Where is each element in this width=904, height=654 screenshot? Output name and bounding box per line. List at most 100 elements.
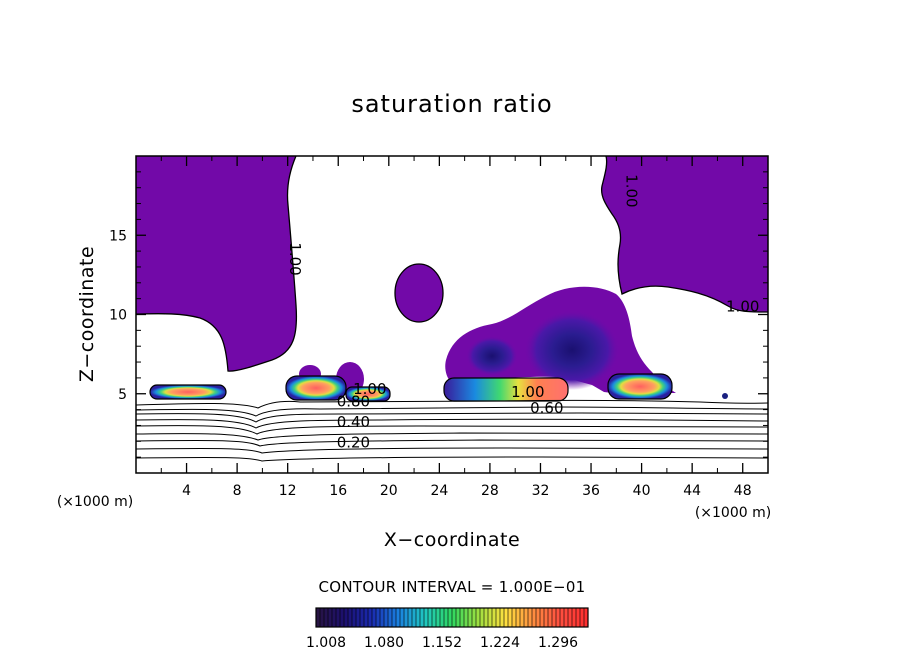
- colorbar-swatch: [332, 608, 337, 627]
- dark-core-plume-west: [466, 336, 518, 376]
- contour-interval-text: CONTOUR INTERVAL = 1.000E−01: [318, 578, 585, 596]
- colorbar-swatch: [504, 608, 509, 627]
- fill-region-upper-right: [601, 156, 768, 312]
- colorbar-swatch: [392, 608, 397, 627]
- contour-label: 0.60: [530, 399, 563, 417]
- contour-label: 1.00: [726, 297, 759, 315]
- colorbar-swatch: [488, 608, 493, 627]
- colorbar-swatch: [384, 608, 389, 627]
- colorbar-swatch: [516, 608, 521, 627]
- colorbar-swatch: [540, 608, 545, 627]
- cell-outlines: [149, 373, 673, 402]
- dark-core-plume: [524, 310, 620, 390]
- colorbar-swatch: [388, 608, 393, 627]
- colorbar-swatch: [492, 608, 497, 627]
- colorbar-swatch: [320, 608, 325, 627]
- colorbar-label: 1.296: [538, 635, 578, 651]
- contour-label: 0.40: [337, 413, 370, 431]
- colorbar-swatch: [420, 608, 425, 627]
- colorbar-swatch: [348, 608, 353, 627]
- contour-label: 1.00: [286, 242, 304, 275]
- colorbar-label: 1.008: [306, 635, 346, 651]
- colorbar-swatch: [512, 608, 517, 627]
- x-tick-label: 40: [633, 483, 651, 499]
- x-tick-label: 16: [329, 483, 347, 499]
- colorbar-swatch: [524, 608, 529, 627]
- x-tick-label: 20: [380, 483, 398, 499]
- colorbar-swatch: [368, 608, 373, 627]
- colorbar-swatch: [580, 608, 585, 627]
- colorbar-swatch: [316, 608, 321, 627]
- colorbar-swatch: [584, 608, 589, 627]
- contour-label: 1.00: [511, 383, 544, 401]
- y-tick-label: 5: [118, 387, 127, 403]
- plot-area: [136, 156, 768, 473]
- y-axis-title: Z−coordinate: [76, 246, 98, 382]
- colorbar-swatch: [328, 608, 333, 627]
- y-axis: 5 10 15: [109, 171, 768, 458]
- colorbar-swatch: [548, 608, 553, 627]
- colorbar-swatch: [424, 608, 429, 627]
- colorbar-swatch: [344, 608, 349, 627]
- colorbar-swatch: [568, 608, 573, 627]
- cloud-cell-13: [286, 376, 346, 400]
- colorbar-label: 1.080: [364, 635, 404, 651]
- x-tick-label: 12: [279, 483, 297, 499]
- fill-outlines: [136, 156, 768, 372]
- colorbar-swatch: [360, 608, 365, 627]
- x-tick-label: 28: [481, 483, 499, 499]
- x-tick-label: 32: [532, 483, 550, 499]
- colorbar-swatch: [532, 608, 537, 627]
- cloud-cell-18: [346, 387, 390, 401]
- colorbar-swatch: [520, 608, 525, 627]
- x-tick-label: 48: [734, 483, 752, 499]
- colorbar-swatch: [556, 608, 561, 627]
- y-tick-label: 15: [109, 228, 127, 244]
- colorbar-swatch: [432, 608, 437, 627]
- x-axis: 4 8 12 16 20 24 28 32 36 40 44 48: [160, 156, 752, 499]
- x-axis-title: X−coordinate: [384, 529, 520, 551]
- colorbar-swatch: [564, 608, 569, 627]
- colorbar-swatch: [396, 608, 401, 627]
- contour-labels: 1.001.001.001.00 1.000.80 0.600.400.20: [286, 174, 759, 451]
- colorbar-swatch: [352, 608, 357, 627]
- colorbar-swatch: [376, 608, 381, 627]
- colorbar-swatch: [324, 608, 329, 627]
- cloud-cell-40: [608, 374, 672, 399]
- cloud-cell-4: [150, 385, 226, 399]
- colorbar-swatch: [380, 608, 385, 627]
- colorbar-swatch: [416, 608, 421, 627]
- x-tick-label: 24: [430, 483, 448, 499]
- colorbar-swatch: [476, 608, 481, 627]
- chart-title: saturation ratio: [351, 90, 552, 118]
- colorbar-labels: 1.008 1.080 1.152 1.224 1.296: [306, 635, 578, 651]
- colorbar-label: 1.152: [422, 635, 462, 651]
- colorbar-swatch: [528, 608, 533, 627]
- isolated-dot: [722, 393, 728, 399]
- x-tick-label: 44: [683, 483, 701, 499]
- colorbar-swatch: [576, 608, 581, 627]
- colorbar-swatch: [440, 608, 445, 627]
- colorbar-swatch: [364, 608, 369, 627]
- colorbar-swatch: [460, 608, 465, 627]
- colorbar-swatch: [456, 608, 461, 627]
- colorbar-swatch: [340, 608, 345, 627]
- colorbar-swatch: [400, 608, 405, 627]
- colorbar-swatch: [536, 608, 541, 627]
- contour-label: 1.00: [622, 174, 640, 207]
- colorbar-swatch: [572, 608, 577, 627]
- contour-lines: [136, 399, 768, 462]
- colorbar-frame: [315, 607, 589, 628]
- colorbar-swatch: [408, 608, 413, 627]
- colorbar-swatch: [484, 608, 489, 627]
- colorbar-swatch: [412, 608, 417, 627]
- x-unit-right: (×1000 m): [695, 505, 771, 521]
- colorbar-swatch: [372, 608, 377, 627]
- colorbar-swatch: [508, 608, 513, 627]
- colorbar-swatch: [452, 608, 457, 627]
- colorbar-swatch: [404, 608, 409, 627]
- colorbar: [315, 607, 589, 628]
- colorbar-swatch: [500, 608, 505, 627]
- x-tick-label: 36: [582, 483, 600, 499]
